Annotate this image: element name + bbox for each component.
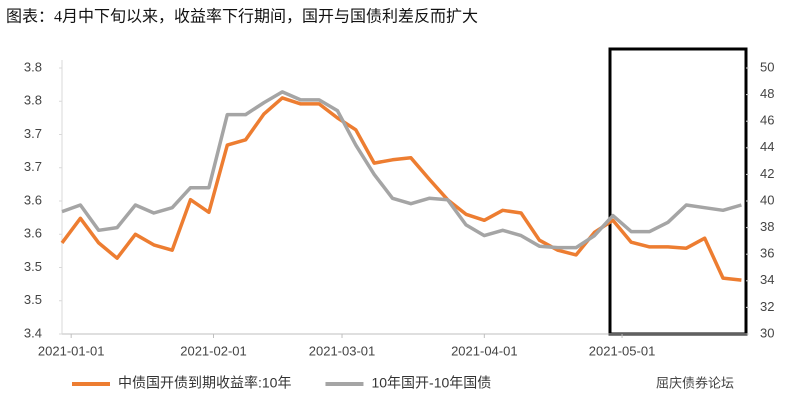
y2-tick-label: 44 [760,139,774,154]
y2-tick-label: 32 [760,299,774,314]
x-tick-label: 2021-02-01 [180,343,247,358]
x-tick-label: 2021-03-01 [309,343,376,358]
y2-tick-label: 34 [760,272,774,287]
highlight-box [608,47,748,336]
y2-tick-label: 46 [760,113,774,128]
y2-tick-label: 42 [760,166,774,181]
y2-tick-label: 38 [760,219,774,234]
y-tick-label: 3.7 [24,159,42,174]
y-tick-label: 3.8 [24,93,42,108]
y2-tick-label: 50 [760,59,774,74]
legend-label: 中债国开债到期收益率:10年 [118,375,291,391]
y2-tick-label: 36 [760,246,774,261]
y-tick-label: 3.4 [24,325,42,340]
x-tick-label: 2021-05-01 [589,343,656,358]
x-tick-label: 2021-01-01 [38,343,105,358]
y2-tick-label: 48 [760,86,774,101]
y-tick-label: 3.7 [24,126,42,141]
x-tick-label: 2021-04-01 [451,343,518,358]
series-line [61,90,742,250]
y2-tick-label: 30 [760,325,774,340]
y2-tick-label: 40 [760,192,774,207]
watermark: 屈庆债券论坛 [656,375,734,390]
y-tick-label: 3.5 [24,292,42,307]
y-tick-label: 3.6 [24,192,42,207]
y-tick-label: 3.8 [24,59,42,74]
y-tick-label: 3.5 [24,259,42,274]
series-line [60,96,742,282]
y-tick-label: 3.6 [24,226,42,241]
chart-title: 图表：4月中下旬以来，收益率下行期间，国开与国债利差反而扩大 [6,8,478,26]
legend-label: 10年国开-10年国债 [371,375,491,391]
